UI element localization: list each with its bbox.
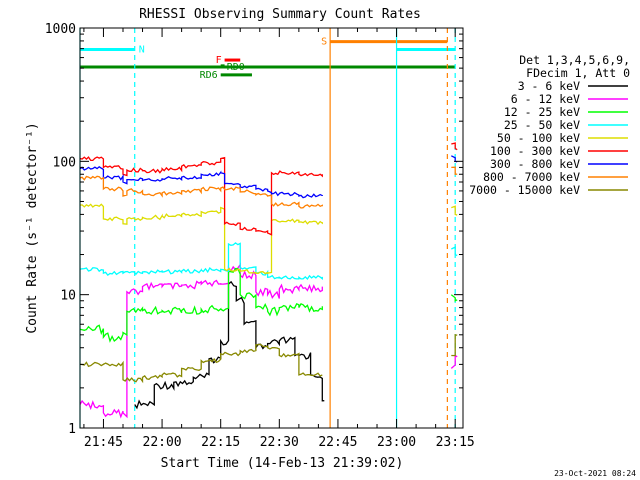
flag-label-4: F [216,55,222,66]
legend: Det 1,3,4,5,6,9,FDecim 1, Att 03 - 6 keV… [469,53,630,197]
x-tick-label: 23:15 [436,435,475,450]
series-line-2 [79,262,458,419]
y-axis: 1 10 100 1000 [45,22,463,437]
y-tick-label: 10 [60,289,76,304]
legend-label-9: 7000 - 15000 keV [469,183,580,197]
y-tick-label: 1000 [45,22,76,37]
chart-title: RHESSI Observing Summary Count Rates [139,7,421,22]
series-line-1 [134,280,325,410]
flag-label-7: RD6 [200,70,218,81]
vertical-markers [79,28,456,428]
legend-header: Det 1,3,4,5,6,9, [519,53,630,67]
x-axis-label: Start Time (14-Feb-13 21:39:02) [161,456,404,471]
legend-label-3: 12 - 25 keV [504,105,580,119]
x-tick-label: 22:15 [201,435,240,450]
series-line-4 [79,242,458,281]
x-tick-label: 21:45 [84,435,123,450]
x-axis: 21:45 22:00 22:15 22:30 22:45 23:00 23:15 [83,28,475,450]
flag-label-3: S [321,37,327,48]
y-tick-label: 100 [53,155,76,170]
x-tick-label: 23:00 [377,435,416,450]
legend-label-1: 3 - 6 keV [518,79,580,93]
legend-label-7: 300 - 800 keV [490,157,580,171]
flag-label-1: N [139,44,145,55]
series-line-9 [79,333,458,384]
y-tick-label: 1 [68,422,76,437]
series-line-6 [79,142,458,236]
legend-header: FDecim 1, Att 0 [526,66,630,80]
timestamp: 23-Oct-2021 08:24 [554,469,636,478]
x-tick-label: 22:00 [143,435,182,450]
series-line-3 [79,267,458,343]
legend-label-2: 6 - 12 keV [511,92,580,106]
y-axis-label: Count Rate (s⁻¹ detector⁻¹) [25,122,40,333]
flag-bars: NSFRD0RD6 [80,37,456,81]
plot-series [79,142,458,419]
series-line-8 [79,166,458,209]
x-tick-label: 22:45 [318,435,357,450]
plot-frame [79,27,464,429]
legend-label-6: 100 - 300 keV [490,144,580,158]
x-tick-label: 22:30 [260,435,299,450]
series-line-5 [79,203,458,275]
legend-label-4: 25 - 50 keV [504,118,580,132]
legend-label-8: 800 - 7000 keV [483,170,580,184]
legend-label-5: 50 - 100 keV [497,131,580,145]
